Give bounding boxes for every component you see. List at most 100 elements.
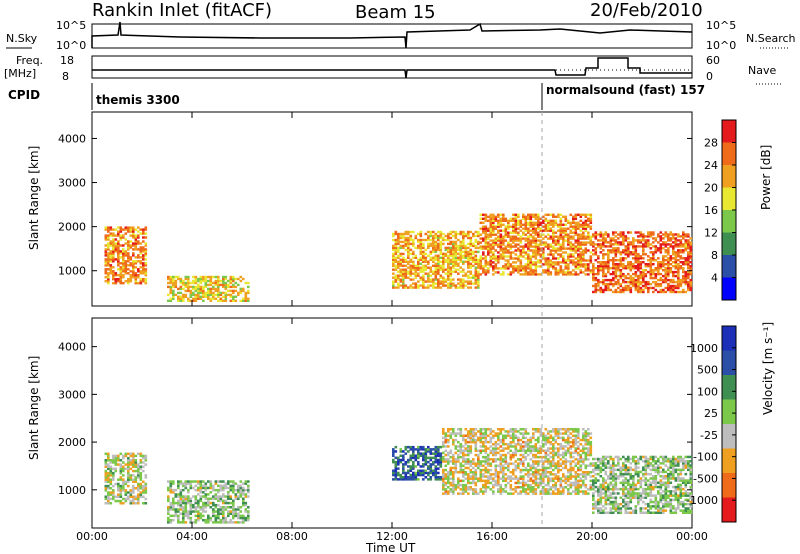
echo-cell [659, 251, 663, 254]
echo-cell [522, 237, 525, 240]
echo-cell [637, 269, 640, 272]
echo-cell [629, 276, 633, 280]
echo-cell [109, 459, 113, 462]
echo-cell [574, 267, 578, 270]
echo-cell [429, 266, 433, 269]
echo-cell [672, 235, 675, 238]
echo-cell [204, 291, 208, 295]
echo-cell [214, 488, 218, 492]
echo-cell [567, 475, 570, 478]
echo-cell [559, 453, 563, 457]
echo-cell [464, 449, 468, 452]
echo-cell [459, 280, 463, 283]
echo-cell [669, 286, 673, 290]
echo-cell [502, 255, 505, 258]
echo-cell [607, 288, 610, 292]
echo-cell [507, 477, 510, 480]
echo-cell [247, 491, 250, 494]
echo-cell [179, 482, 183, 485]
echo-cell [542, 473, 545, 476]
echo-cell [477, 262, 480, 265]
echo-cell [404, 286, 408, 289]
echo-cell [227, 486, 230, 490]
echo-cell [667, 235, 670, 238]
echo-cell [392, 473, 395, 477]
echo-cell [419, 232, 423, 236]
echo-cell [582, 213, 585, 216]
echo-cell [527, 213, 530, 216]
echo-cell [517, 269, 520, 272]
echo-cell [214, 518, 218, 522]
echo-cell [419, 445, 423, 449]
echo-cell [469, 475, 473, 478]
echo-cell [457, 286, 460, 289]
echo-cell [509, 462, 513, 465]
echo-cell [424, 252, 428, 256]
echo-cell [524, 215, 528, 218]
echo-cell [489, 468, 493, 472]
echo-cell [442, 488, 445, 491]
echo-cell [539, 253, 543, 256]
echo-cell [524, 443, 528, 446]
echo-cell [502, 449, 505, 452]
echo-cell [477, 230, 480, 234]
echo-cell [484, 271, 488, 274]
echo-cell [442, 262, 445, 265]
echo-cell [124, 489, 128, 492]
echo-cell [407, 244, 410, 248]
echo-cell [519, 447, 523, 450]
echo-cell [552, 223, 555, 226]
echo-cell [647, 280, 650, 284]
echo-cell [544, 269, 548, 272]
echo-cell [534, 229, 538, 232]
echo-cell [499, 466, 503, 470]
echo-cell [664, 290, 668, 294]
echo-cell [412, 452, 415, 455]
echo-cell [557, 249, 560, 252]
echo-cell [187, 277, 190, 281]
echo-cell [624, 257, 628, 260]
echo-cell [602, 237, 605, 240]
echo-cell [434, 471, 438, 475]
echo-cell [424, 458, 428, 462]
echo-cell [219, 497, 223, 500]
echo-cell [227, 285, 230, 289]
echo-cell [412, 456, 415, 460]
echo-cell [617, 269, 620, 272]
echo-cell [182, 501, 185, 505]
echo-cell [492, 267, 495, 270]
echo-cell [402, 458, 405, 462]
echo-cell [527, 249, 530, 252]
echo-cell [427, 456, 430, 460]
echo-cell [407, 445, 410, 449]
echo-cell [484, 488, 488, 491]
echo-cell [464, 248, 468, 252]
echo-cell [654, 288, 658, 292]
echo-cell [597, 255, 600, 258]
echo-cell [487, 267, 490, 270]
echo-cell [639, 239, 643, 242]
echo-cell [589, 217, 593, 220]
echo-cell [427, 478, 430, 481]
echo-cell [412, 268, 415, 271]
echo-cell [677, 265, 680, 268]
echo-cell [629, 231, 633, 234]
echo-cell [672, 286, 675, 290]
echo-cell [537, 438, 540, 442]
echo-cell [504, 249, 508, 252]
echo-cell [522, 223, 525, 226]
echo-cell [142, 266, 145, 269]
echo-cell [442, 451, 445, 455]
echo-cell [227, 283, 230, 287]
echo-cell [122, 254, 125, 257]
echo-cell [472, 256, 475, 259]
echo-cell [182, 488, 185, 492]
echo-cell [112, 489, 115, 492]
echo-cell [634, 270, 638, 274]
echo-region [104, 452, 148, 505]
echo-cell [412, 230, 415, 234]
echo-cell [584, 235, 588, 238]
echo-cell [449, 274, 453, 277]
echo-cell [622, 243, 625, 246]
echo-cell [197, 506, 200, 509]
